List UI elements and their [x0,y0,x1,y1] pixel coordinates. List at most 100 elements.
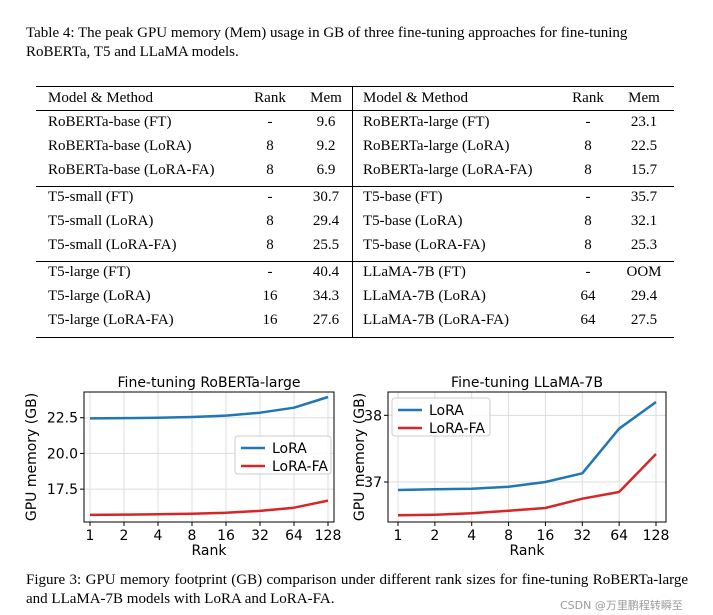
llama-memory-chart: Fine-tuning LLaMA-7B 37 38 1 2 4 8 16 32 64 128 Ran… [352,375,670,556]
legend-label: LoRA-FA [429,421,485,437]
table-cell: 9.2 [316,138,336,154]
table-cell: - [585,264,591,280]
table-cell: RoBERTa-large (LoRA-FA) [363,162,533,178]
table-cell: 29.4 [630,288,658,304]
roberta-memory-chart: Fine-tuning RoBERTa-large 17.5 20.0 22.5 1 2 4… [24,375,341,556]
x-tick-label: 2 [120,528,129,544]
x-tick-label: 8 [504,528,513,544]
legend-box [234,435,332,475]
legend-label: LoRA [429,403,464,419]
watermark: CSDN @万里鹏程转瞬至 [560,599,683,612]
table-header: Mem [310,90,342,106]
legend-label: LoRA [272,441,307,457]
y-tick-label: 38 [364,408,382,424]
table-cell: 8 [266,237,274,253]
table-cell: RoBERTa-large (LoRA) [363,138,510,154]
chart-title: Fine-tuning RoBERTa-large [118,375,301,391]
table-cell: - [267,189,273,205]
series-line-lora-fa [89,499,329,517]
x-tick-label: 32 [573,528,591,544]
table-cell: 27.6 [312,312,340,328]
x-axis-label: Rank [192,543,228,556]
table-cell: T5-large (LoRA) [48,288,151,304]
table-cell: 22.5 [630,138,658,154]
table-cell: - [585,114,591,130]
table-cell: 29.4 [312,213,340,229]
legend-box [391,397,491,437]
table-cell: - [267,264,273,280]
chart-title: Fine-tuning LLaMA-7B [451,375,603,391]
table-header: Mem [628,90,660,106]
table-cell: LLaMA-7B (FT) [363,264,466,280]
table-cell: 9.6 [316,114,336,130]
x-tick-label: 2 [430,528,439,544]
table-cell: T5-base (FT) [363,189,443,205]
table-cell: 8 [584,138,592,154]
table-cell: T5-small (LoRA) [48,213,154,229]
table-cell: 23.1 [630,114,658,130]
table-cell: T5-large (LoRA-FA) [48,312,174,328]
x-tick-label: 32 [251,528,269,544]
table-cell: - [585,189,591,205]
x-tick-label: 8 [188,528,197,544]
x-tick-label: 16 [537,528,555,544]
table-header: Rank [572,90,604,106]
x-axis-label: Rank [510,543,546,556]
x-tick-label: 4 [467,528,476,544]
table-cell: 64 [580,288,596,304]
table-cell: 8 [266,162,274,178]
table-cell: LLaMA-7B (LoRA-FA) [363,312,509,328]
y-axis-label: GPU memory (GB) [24,393,40,521]
table-cell: 25.5 [312,237,340,253]
y-axis-label: GPU memory (GB) [352,393,368,521]
table-cell: RoBERTa-base (FT) [48,114,172,130]
table-cell: LLaMA-7B (LoRA) [363,288,486,304]
legend-label: LoRA-FA [272,459,328,475]
table-group-rule [36,261,674,262]
table-cell: 64 [580,312,596,328]
x-tick-label: 64 [610,528,628,544]
table-cell: T5-small (FT) [48,189,134,205]
series-line-lora [89,395,329,420]
table-cell: 35.7 [630,189,658,205]
table-column-separator [352,86,353,338]
table-cell: 8 [584,162,592,178]
series-line-lora [397,400,657,492]
y-tick-label: 37 [364,475,382,491]
plot-frame [83,391,335,523]
table-cell: T5-small (LoRA-FA) [48,237,177,253]
table-cell: 25.3 [630,237,658,253]
memory-table: Model & Method Rank Mem Model & Method Rank M… [36,86,674,338]
table-cell: 30.7 [312,189,340,205]
x-tick-label: 64 [285,528,303,544]
table-cell: T5-base (LoRA) [363,213,463,229]
table-cell: 8 [584,237,592,253]
table-cell: 40.4 [312,264,340,280]
x-tick-label: 1 [394,528,403,544]
plot-frame [387,391,667,523]
series-line-lora-fa [397,453,657,517]
table-cell: OOM [626,264,662,280]
table-cell: 16 [262,288,278,304]
table-header: Rank [254,90,286,106]
table-cell: 6.9 [316,162,336,178]
table-group-rule [36,186,674,187]
table-caption: Table 4: The peak GPU memory (Mem) usage… [26,25,628,60]
x-tick-label: 128 [643,528,670,544]
table-cell: RoBERTa-base (LoRA-FA) [48,162,215,178]
table-cell: 15.7 [630,162,658,178]
table-cell: 8 [584,213,592,229]
y-tick-label: 17.5 [47,482,78,498]
table-cell: 8 [266,213,274,229]
table-cell: 8 [266,138,274,154]
x-tick-label: 1 [86,528,95,544]
y-tick-label: 20.0 [47,446,78,462]
table-cell: RoBERTa-base (LoRA) [48,138,192,154]
x-tick-label: 4 [154,528,163,544]
figure-caption: Figure 3: GPU memory footprint (GB) comp… [26,572,688,607]
y-tick-label: 22.5 [47,411,78,427]
table-header: Model & Method [48,90,153,106]
table-cell: T5-base (LoRA-FA) [363,237,486,253]
x-tick-label: 16 [217,528,235,544]
table-header: Model & Method [363,90,468,106]
